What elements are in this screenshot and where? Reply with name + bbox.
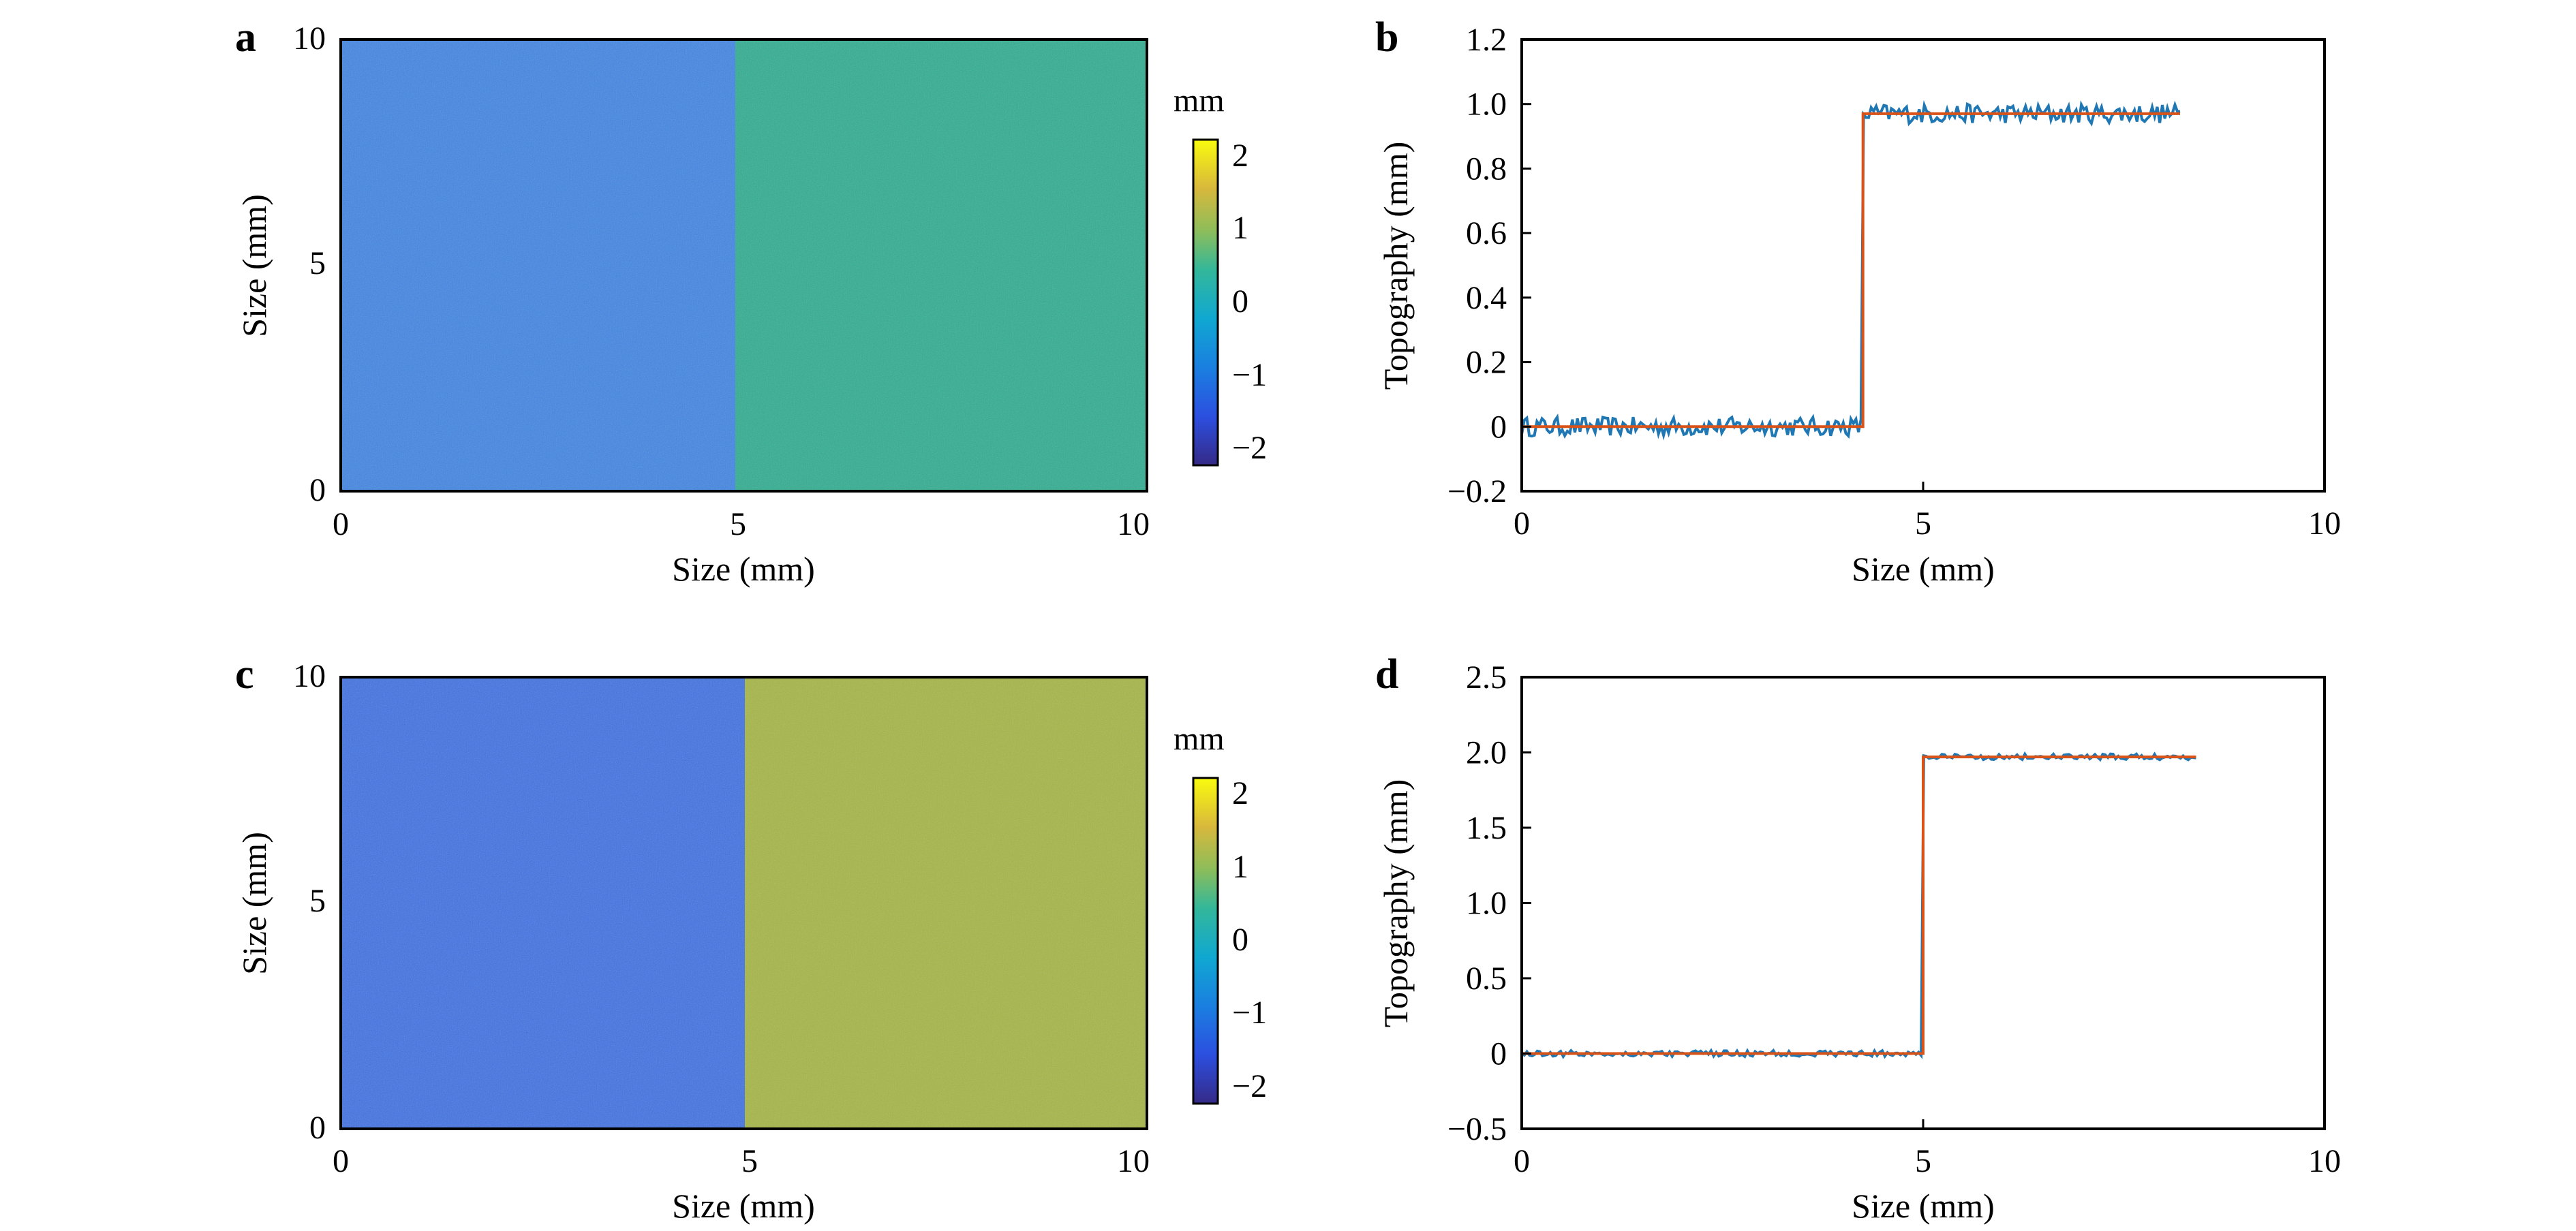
heatmap-a-xlabel: Size (mm) bbox=[672, 550, 815, 588]
plot-b-xlabel: Size (mm) bbox=[1852, 550, 1995, 588]
plot-b-ytick-label-2: 0.2 bbox=[1466, 345, 1507, 381]
colorbar-a-unit: mm bbox=[1174, 82, 1225, 119]
heatmap-c-xtick-5: 5 bbox=[741, 1143, 758, 1179]
panel-label-c: c bbox=[235, 651, 254, 698]
plot-b-xtick-label-1: 5 bbox=[1915, 505, 1931, 542]
heatmap-c bbox=[339, 676, 1148, 1130]
heatmap-c-xtick-0: 0 bbox=[333, 1143, 349, 1179]
heatmap-a bbox=[339, 38, 1148, 493]
plot-d-xtick-label-1: 5 bbox=[1915, 1143, 1931, 1179]
heatmap-c-xlabel: Size (mm) bbox=[672, 1187, 815, 1225]
heatmap-c-ylabel: Size (mm) bbox=[235, 832, 273, 975]
colorbar-c-tick-m1: −1 bbox=[1232, 995, 1267, 1031]
heatmap-a-xtick-0: 0 bbox=[333, 506, 349, 542]
heatmap-c-axes: Size (mm) Size (mm) 0 5 10 0 5 10 bbox=[235, 658, 1150, 1225]
colorbar-c: mm 2 1 0 −1 −2 bbox=[1174, 721, 1267, 1105]
plot-d-ytick-label-3: 1.0 bbox=[1466, 886, 1507, 922]
plot-d-xlabel: Size (mm) bbox=[1852, 1187, 1995, 1225]
plot-b-measured-series bbox=[1520, 99, 2181, 441]
panel-b: b −0.200.20.40.60.81.01.20 5 10 Topography… bbox=[1375, 14, 2341, 588]
panel-label-a: a bbox=[235, 14, 256, 61]
heatmap-c-noise bbox=[341, 677, 1147, 1129]
colorbar-c-tick-0: 0 bbox=[1232, 922, 1248, 958]
colorbar-a-tick-1: 1 bbox=[1232, 210, 1248, 246]
plot-b-ytick-label-1: 0 bbox=[1490, 409, 1507, 445]
plot-d-fit-series bbox=[1522, 755, 2196, 1055]
plot-b-xtick-label-0: 0 bbox=[1514, 505, 1530, 542]
plot-d-ylabel: Topography (mm) bbox=[1377, 779, 1415, 1027]
plot-d-ytick-label-0: −0.5 bbox=[1447, 1111, 1507, 1147]
colorbar-c-tick-m2: −2 bbox=[1232, 1068, 1267, 1104]
panel-a: a Size (mm) Size (mm) 0 5 10 0 5 10 mm 2… bbox=[235, 14, 1267, 588]
heatmap-a-ylabel: Size (mm) bbox=[235, 194, 273, 337]
colorbar-a-tick-0: 0 bbox=[1232, 283, 1248, 320]
panel-label-b: b bbox=[1375, 14, 1398, 61]
plot-b-ylabel: Topography (mm) bbox=[1377, 142, 1415, 390]
line-plot-d: −0.500.51.01.52.02.50 5 10 bbox=[1447, 659, 2341, 1179]
heatmap-a-ytick-0: 0 bbox=[309, 472, 326, 508]
plot-b-xtick-label-2: 10 bbox=[2308, 505, 2341, 542]
panel-c: c Size (mm) Size (mm) 0 5 10 0 5 10 mm 2… bbox=[235, 651, 1267, 1225]
colorbar-c-unit: mm bbox=[1174, 721, 1225, 757]
heatmap-a-axes: Size (mm) Size (mm) 0 5 10 0 5 10 bbox=[235, 20, 1150, 588]
colorbar-c-gradient bbox=[1192, 777, 1219, 1105]
plot-d-xtick-label-2: 10 bbox=[2308, 1143, 2341, 1179]
plot-d-ytick-label-2: 0.5 bbox=[1466, 961, 1507, 997]
plot-d-ytick-label-5: 2.0 bbox=[1466, 735, 1507, 771]
plot-b-ytick-label-6: 1.0 bbox=[1466, 87, 1507, 123]
colorbar-a-gradient bbox=[1192, 138, 1219, 467]
colorbar-c-tick-1: 1 bbox=[1232, 849, 1248, 885]
panel-d: d −0.500.51.01.52.02.50 5 10 Topography (m… bbox=[1375, 651, 2341, 1225]
plot-d-xtick-label-0: 0 bbox=[1514, 1143, 1530, 1179]
heatmap-c-frame bbox=[339, 676, 1148, 1130]
plot-b-ytick-label-3: 0.4 bbox=[1466, 280, 1507, 316]
plot-d-ytick-label-6: 2.5 bbox=[1466, 659, 1507, 696]
colorbar-a-tick-m2: −2 bbox=[1232, 430, 1267, 466]
plot-b-ytick-label-0: −0.2 bbox=[1447, 473, 1507, 510]
heatmap-a-noise bbox=[341, 40, 1147, 491]
heatmap-a-frame bbox=[339, 38, 1148, 493]
heatmap-a-ytick-10: 10 bbox=[293, 20, 326, 57]
plot-d-ytick-label-4: 1.5 bbox=[1466, 810, 1507, 846]
colorbar-c-tick-2: 2 bbox=[1232, 775, 1248, 811]
colorbar-a: mm 2 1 0 −1 −2 bbox=[1174, 82, 1267, 467]
plot-d-measured-series bbox=[1520, 751, 2196, 1059]
plot-b-ytick-label-4: 0.6 bbox=[1466, 215, 1507, 251]
heatmap-c-ytick-0: 0 bbox=[309, 1110, 326, 1146]
plot-d-ytick-label-1: 0 bbox=[1490, 1036, 1507, 1072]
heatmap-a-xtick-5: 5 bbox=[730, 506, 746, 542]
heatmap-a-xtick-10: 10 bbox=[1117, 506, 1150, 542]
plot-b-fit-series bbox=[1522, 112, 2180, 428]
heatmap-c-ytick-10: 10 bbox=[293, 658, 326, 694]
heatmap-c-ytick-5: 5 bbox=[309, 883, 326, 919]
heatmap-c-xtick-10: 10 bbox=[1117, 1143, 1150, 1179]
colorbar-a-tick-2: 2 bbox=[1232, 138, 1248, 174]
line-plot-b: −0.200.20.40.60.81.01.20 5 10 bbox=[1447, 22, 2341, 542]
plot-b-ytick-label-7: 1.2 bbox=[1466, 22, 1507, 58]
heatmap-a-ytick-5: 5 bbox=[309, 245, 326, 281]
colorbar-a-tick-m1: −1 bbox=[1232, 357, 1267, 393]
plot-b-ytick-label-5: 0.8 bbox=[1466, 151, 1507, 187]
panel-label-d: d bbox=[1375, 651, 1398, 698]
